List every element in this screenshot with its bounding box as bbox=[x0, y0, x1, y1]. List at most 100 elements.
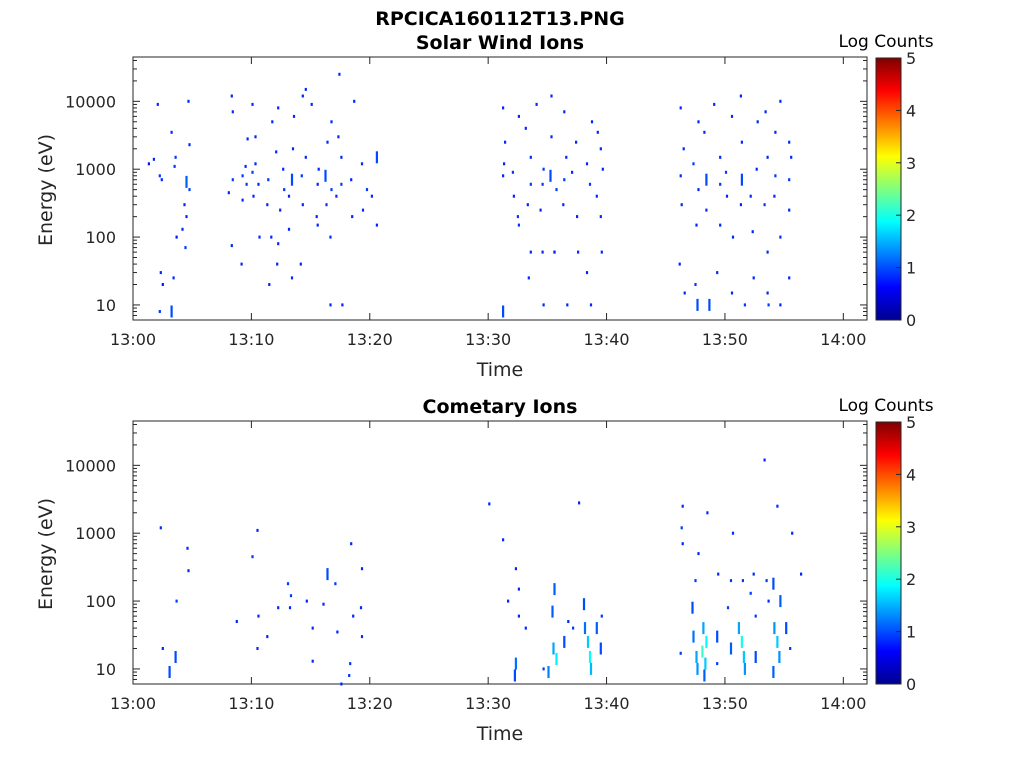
colorbar-tick-label: 1 bbox=[906, 623, 916, 642]
heatmap-cell bbox=[360, 162, 364, 166]
heatmap-cell bbox=[266, 635, 269, 639]
heatmap-cell bbox=[277, 242, 280, 246]
heatmap-cell bbox=[553, 250, 556, 254]
heatmap-cell bbox=[729, 642, 733, 655]
heatmap-cell bbox=[705, 173, 708, 186]
heatmap-cell bbox=[680, 526, 683, 530]
heatmap-cell bbox=[185, 215, 188, 219]
heatmap-cell bbox=[511, 170, 514, 174]
heatmap-cell bbox=[555, 188, 558, 192]
colorbar-tick-label: 4 bbox=[906, 101, 916, 120]
colorbar-title: Log Counts bbox=[838, 32, 933, 52]
heatmap-cell bbox=[683, 291, 686, 295]
heatmap-cell bbox=[230, 244, 233, 248]
heatmap-cell bbox=[338, 72, 341, 76]
heatmap-cell bbox=[719, 223, 722, 227]
heatmap-cell bbox=[310, 102, 313, 106]
heatmap-cell bbox=[589, 303, 593, 307]
heatmap-cell bbox=[257, 614, 260, 618]
heatmap-cell bbox=[679, 106, 682, 110]
heatmap-cell bbox=[756, 120, 759, 124]
heatmap-cell bbox=[279, 208, 282, 212]
heatmap-cell bbox=[577, 250, 580, 254]
heatmap-cell bbox=[788, 140, 791, 144]
heatmap-cell bbox=[541, 250, 544, 254]
heatmap-cell bbox=[517, 114, 520, 118]
heatmap-cell bbox=[572, 626, 575, 630]
heatmap-cell bbox=[277, 106, 280, 110]
heatmap-cell bbox=[353, 99, 356, 103]
heatmap-cell bbox=[304, 87, 307, 91]
y-tick-label: 10 bbox=[96, 660, 116, 679]
y-axis-ticks: 10 100 1000 10000 bbox=[65, 423, 867, 685]
heatmap-cell bbox=[529, 182, 532, 186]
heatmap-cell bbox=[287, 194, 291, 198]
heatmap-cell bbox=[325, 203, 328, 207]
heatmap-cell bbox=[159, 526, 162, 530]
heatmap-cell bbox=[529, 250, 532, 254]
heatmap-cell bbox=[277, 606, 280, 610]
heatmap-cell bbox=[767, 599, 770, 603]
heatmap-cell bbox=[719, 155, 722, 159]
heatmap-cell bbox=[737, 622, 740, 635]
heatmap-cell bbox=[514, 657, 517, 670]
heatmap-cell bbox=[706, 511, 709, 515]
heatmap-cell bbox=[585, 271, 589, 275]
heatmap-cell bbox=[776, 504, 779, 508]
heatmap-cell bbox=[691, 601, 694, 614]
heatmap-cell bbox=[183, 203, 186, 207]
x-tick-label: 13:20 bbox=[347, 694, 393, 713]
heatmap-cell bbox=[352, 614, 355, 618]
colorbar-tick-label: 3 bbox=[906, 518, 916, 537]
colorbar-ticks: 0 1 2 3 4 5 bbox=[896, 413, 916, 694]
heatmap-cell bbox=[256, 647, 259, 650]
heatmap-cell bbox=[365, 188, 369, 192]
x-tick-label: 13:40 bbox=[583, 694, 629, 713]
heatmap-cell bbox=[340, 182, 343, 186]
heatmap-cell bbox=[186, 546, 189, 550]
heatmap-cell bbox=[742, 651, 745, 663]
heatmap-cell bbox=[705, 208, 708, 212]
colorbar-tick-label: 0 bbox=[906, 311, 916, 330]
x-tick-label: 13:20 bbox=[347, 330, 393, 349]
heatmap-cell bbox=[553, 583, 556, 596]
heatmap-cell bbox=[502, 305, 505, 318]
heatmap-cell bbox=[565, 155, 568, 159]
heatmap-cell bbox=[739, 94, 742, 98]
panel-title: Solar Wind Ions bbox=[416, 32, 584, 54]
heatmap-cell bbox=[231, 110, 234, 114]
heatmap-cell bbox=[336, 630, 339, 634]
heatmap-cell bbox=[174, 155, 177, 159]
heatmap-cell bbox=[589, 662, 593, 675]
heatmap-cell bbox=[316, 223, 319, 227]
heatmap-cell bbox=[563, 110, 566, 114]
heatmap-cell bbox=[774, 174, 777, 178]
x-tick-label: 13:50 bbox=[702, 330, 748, 349]
heatmap-cell bbox=[335, 194, 338, 198]
heatmap-cell bbox=[713, 102, 716, 106]
heatmap-cell bbox=[716, 630, 719, 643]
colorbar-tick-label: 2 bbox=[906, 206, 916, 225]
heatmap-cell bbox=[541, 182, 544, 186]
heatmap-cell bbox=[582, 598, 586, 611]
heatmap-cell bbox=[360, 567, 364, 571]
heatmap-cell bbox=[773, 194, 776, 198]
heatmap-cell bbox=[241, 174, 244, 178]
plot-area bbox=[132, 56, 868, 321]
heatmap-cell bbox=[695, 651, 698, 663]
heatmap-cell bbox=[740, 140, 743, 144]
heatmap-cell bbox=[779, 235, 782, 239]
heatmap-cell bbox=[681, 542, 684, 546]
heatmap-cell bbox=[772, 577, 775, 590]
heatmap-cell bbox=[678, 262, 681, 266]
colorbar-tick-label: 0 bbox=[906, 675, 916, 694]
heatmap-cell bbox=[329, 235, 332, 239]
heatmap-cell bbox=[246, 137, 249, 141]
heatmap-cell bbox=[601, 167, 604, 171]
x-axis-ticks: 13:00 13:10 13:20 13:30 13:40 13:50 14:00 bbox=[110, 57, 866, 349]
heatmap-cell bbox=[174, 651, 177, 663]
y-tick-label: 1000 bbox=[75, 160, 116, 179]
heatmap-cell bbox=[188, 188, 191, 192]
heatmap-cell bbox=[517, 587, 520, 591]
heatmap-cell bbox=[271, 120, 274, 124]
